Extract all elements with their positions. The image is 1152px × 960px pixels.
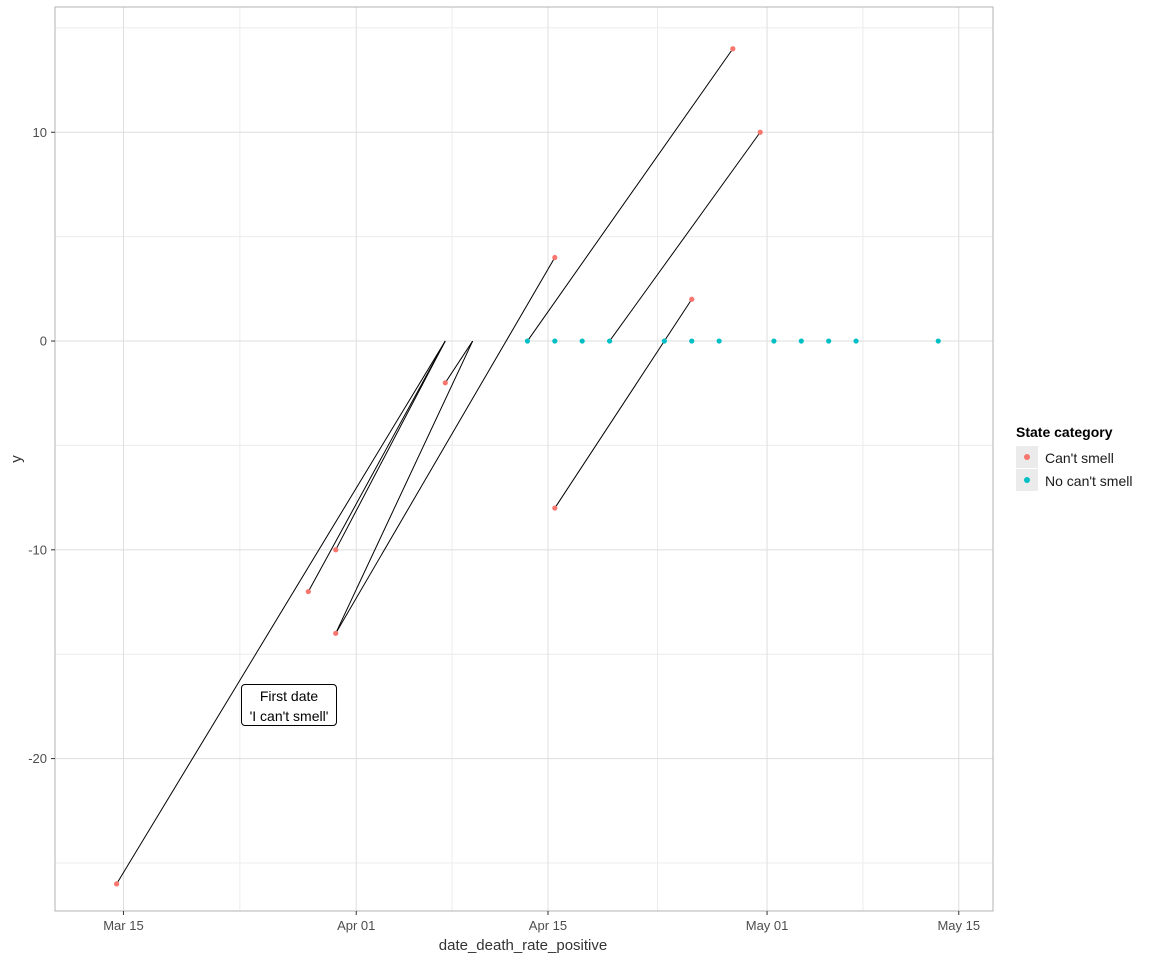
- point-no-cant-smell: [552, 338, 558, 344]
- legend-label: No can't smell: [1045, 472, 1133, 489]
- point-no-cant-smell: [798, 338, 804, 344]
- legend-title: State category: [1016, 424, 1113, 440]
- point-no-cant-smell: [524, 338, 531, 344]
- point-cant-smell: [552, 505, 558, 511]
- major-gridlines: [55, 7, 993, 911]
- segment-line: [527, 48, 734, 342]
- x-tick-label: May 01: [746, 918, 789, 933]
- point-no-cant-smell: [579, 338, 585, 344]
- legend-dot-cant-smell: [1024, 454, 1030, 460]
- y-tick-label: 0: [40, 334, 47, 349]
- point-no-cant-smell: [661, 338, 667, 344]
- point-cant-smell: [552, 254, 558, 261]
- segment-line: [335, 340, 474, 634]
- annotation-label: First date 'I can't smell': [241, 684, 337, 726]
- y-axis: 10 0 -10 -20: [28, 125, 55, 766]
- point-cant-smell: [305, 588, 311, 595]
- point-no-cant-smell: [689, 338, 695, 344]
- legend-dot-no-cant-smell: [1024, 477, 1030, 483]
- point-cant-smell: [114, 881, 120, 887]
- point-no-cant-smell: [716, 338, 722, 344]
- x-tick-label: Apr 01: [337, 918, 375, 933]
- annotation-line-2: 'I can't smell': [249, 708, 329, 724]
- segment-line: [554, 299, 693, 509]
- panel-border: [54, 6, 994, 912]
- minor-gridlines: [55, 7, 993, 911]
- y-tick-label: -20: [28, 751, 47, 766]
- segment-line: [609, 131, 761, 342]
- legend: State category Can't smell No can't smel…: [1016, 424, 1132, 492]
- x-tick-label: Mar 15: [103, 918, 143, 933]
- segment-line: [335, 340, 446, 551]
- legend-item-no-cant-smell: No can't smell: [1016, 469, 1132, 492]
- data-points: [114, 46, 941, 887]
- y-axis-title: y: [8, 455, 25, 463]
- x-tick-label: May 15: [937, 918, 980, 933]
- point-no-cant-smell: [771, 338, 777, 344]
- point-no-cant-smell: [935, 338, 941, 344]
- segment-line: [116, 340, 446, 885]
- point-cant-smell: [757, 129, 763, 135]
- x-axis: Mar 15 Apr 01 Apr 15 May 01 May 15: [103, 911, 980, 933]
- segment-line: [307, 340, 446, 592]
- point-no-cant-smell: [606, 338, 613, 344]
- x-axis-title: date_death_rate_positive: [439, 937, 607, 954]
- y-tick-label: -10: [28, 542, 47, 557]
- segment-line: [335, 257, 556, 634]
- legend-key: [1016, 446, 1038, 468]
- x-tick-label: Apr 15: [529, 918, 567, 933]
- y-tick-label: 10: [33, 125, 47, 140]
- legend-key: [1016, 469, 1038, 491]
- point-cant-smell: [333, 547, 339, 553]
- point-cant-smell: [442, 380, 448, 386]
- legend-item-cant-smell: Can't smell: [1016, 446, 1132, 469]
- point-no-cant-smell: [853, 338, 859, 344]
- point-cant-smell: [730, 46, 736, 52]
- point-cant-smell: [333, 630, 339, 636]
- legend-label: Can't smell: [1045, 449, 1114, 466]
- panel-background: [55, 7, 993, 911]
- segment-lines: [116, 48, 761, 885]
- point-cant-smell: [689, 296, 695, 302]
- annotation-line-1: First date: [259, 688, 319, 704]
- point-no-cant-smell: [826, 338, 832, 344]
- segment-line: [444, 340, 474, 384]
